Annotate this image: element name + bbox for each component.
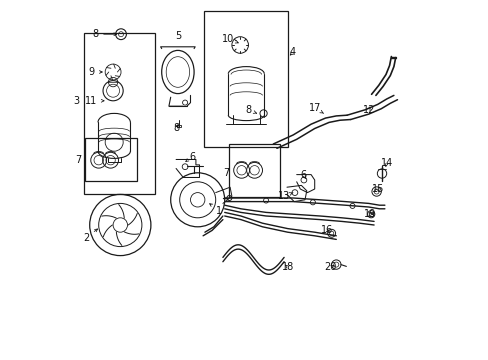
Text: 10: 10 — [222, 33, 238, 44]
Text: 16: 16 — [321, 225, 333, 235]
Text: 13: 13 — [277, 191, 292, 201]
Text: 8: 8 — [244, 105, 256, 115]
Text: 18: 18 — [281, 262, 293, 272]
Text: 6: 6 — [300, 170, 306, 180]
Text: 12: 12 — [362, 105, 374, 115]
Text: 8: 8 — [92, 29, 117, 39]
Text: 19: 19 — [363, 209, 375, 219]
Bar — [84, 33, 154, 194]
Bar — [85, 138, 136, 181]
Text: 9: 9 — [88, 67, 102, 77]
Text: 5: 5 — [174, 31, 181, 41]
Bar — [204, 11, 287, 147]
Text: 6: 6 — [185, 152, 195, 162]
Text: 15: 15 — [371, 184, 383, 194]
Text: 2: 2 — [83, 229, 98, 243]
Text: 7: 7 — [223, 168, 229, 178]
Text: 11: 11 — [85, 96, 104, 106]
Bar — [177, 125, 181, 127]
Text: 17: 17 — [308, 103, 323, 113]
Text: 1: 1 — [209, 204, 222, 216]
Text: 7: 7 — [75, 155, 81, 165]
Text: 8: 8 — [173, 123, 179, 133]
Bar — [228, 144, 280, 197]
Text: 4: 4 — [289, 47, 296, 57]
Bar — [368, 212, 372, 216]
Text: 14: 14 — [380, 158, 392, 168]
Text: 3: 3 — [73, 96, 79, 106]
Text: 20: 20 — [324, 262, 336, 272]
